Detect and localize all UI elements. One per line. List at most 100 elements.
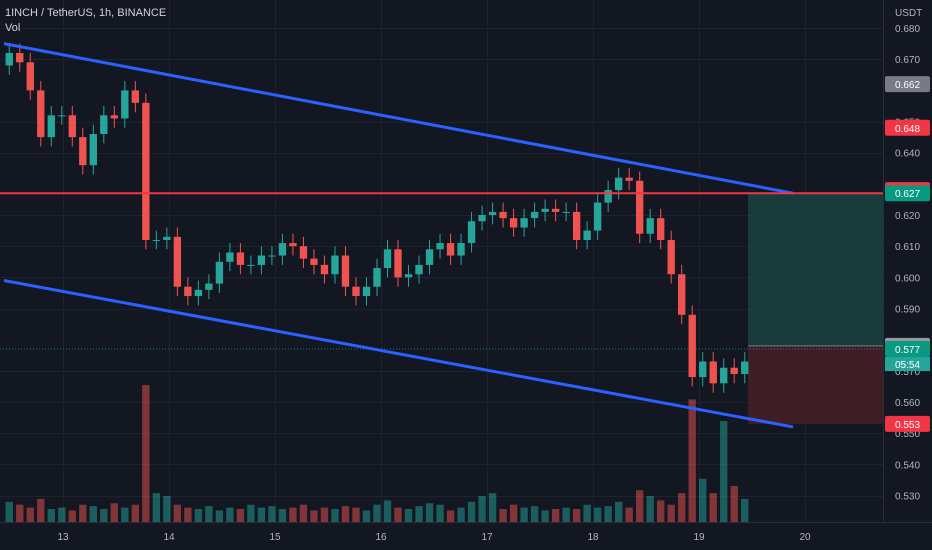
candle[interactable]: [541, 199, 549, 222]
candle[interactable]: [572, 202, 581, 250]
candle[interactable]: [184, 277, 192, 306]
candle[interactable]: [373, 258, 381, 297]
target-zone[interactable]: [748, 193, 883, 346]
candle-body: [268, 255, 276, 257]
volume-bar: [352, 507, 360, 522]
candle[interactable]: [58, 105, 66, 125]
candle[interactable]: [614, 168, 623, 200]
candle[interactable]: [457, 233, 465, 265]
time-axis[interactable]: 13 14 15 16 17 18 19 20: [57, 532, 811, 543]
candle[interactable]: [257, 246, 266, 275]
candle-body: [362, 286, 371, 297]
candle[interactable]: [26, 52, 34, 100]
candle[interactable]: [394, 239, 402, 287]
lower-trendline[interactable]: [3, 279, 794, 429]
candle[interactable]: [205, 274, 213, 300]
candle[interactable]: [152, 230, 161, 250]
candle[interactable]: [89, 124, 97, 175]
candle[interactable]: [341, 246, 350, 297]
candle[interactable]: [320, 255, 329, 284]
position-zones[interactable]: [0, 193, 883, 424]
candle[interactable]: [299, 236, 308, 269]
candle[interactable]: [635, 171, 644, 244]
candle[interactable]: [194, 280, 203, 306]
candle[interactable]: [37, 81, 45, 147]
candle[interactable]: [530, 202, 539, 228]
candle[interactable]: [236, 243, 245, 275]
drawings[interactable]: [0, 42, 883, 429]
candle[interactable]: [583, 221, 591, 250]
candle[interactable]: [678, 264, 686, 325]
candle[interactable]: [131, 81, 140, 113]
candle[interactable]: [551, 199, 560, 222]
candle-body: [68, 115, 76, 138]
candle[interactable]: [699, 352, 707, 387]
candle[interactable]: [142, 93, 150, 250]
candle[interactable]: [215, 252, 224, 293]
candle[interactable]: [47, 105, 55, 147]
candle[interactable]: [741, 352, 749, 384]
volume-bar: [341, 506, 350, 522]
candle[interactable]: [467, 211, 476, 253]
candle[interactable]: [16, 43, 24, 72]
candle[interactable]: [247, 255, 255, 275]
candle[interactable]: [688, 305, 696, 387]
volume-bar: [320, 507, 329, 522]
upper-trendline[interactable]: [3, 42, 794, 195]
candle[interactable]: [226, 243, 234, 272]
candle[interactable]: [657, 208, 665, 250]
candle[interactable]: [383, 239, 392, 278]
candle[interactable]: [121, 81, 129, 128]
candle-body: [163, 236, 171, 240]
price-tick-label: 0.590: [895, 305, 920, 316]
candle[interactable]: [478, 205, 486, 231]
candle[interactable]: [310, 249, 318, 275]
candle[interactable]: [173, 227, 182, 297]
candle[interactable]: [488, 202, 497, 225]
candles[interactable]: [5, 43, 749, 393]
candle[interactable]: [720, 358, 728, 393]
candle-body: [614, 177, 623, 191]
candle[interactable]: [593, 193, 602, 240]
candle[interactable]: [415, 255, 423, 284]
candle[interactable]: [163, 227, 171, 250]
candle[interactable]: [446, 233, 455, 265]
candle[interactable]: [425, 239, 434, 275]
candle[interactable]: [5, 43, 13, 75]
volume-indicator-label[interactable]: Vol: [5, 22, 21, 34]
candle-body: [121, 90, 129, 119]
candle[interactable]: [520, 208, 528, 237]
candle[interactable]: [509, 208, 518, 237]
candle[interactable]: [362, 277, 371, 306]
candle[interactable]: [100, 105, 108, 144]
stop-zone[interactable]: [748, 345, 883, 424]
candle[interactable]: [499, 202, 507, 228]
candle[interactable]: [68, 105, 76, 147]
candle[interactable]: [625, 168, 633, 191]
candle-body: [289, 243, 297, 247]
candle-body: [89, 134, 97, 166]
candle[interactable]: [268, 246, 276, 265]
candle-body: [478, 215, 486, 222]
candle[interactable]: [289, 233, 297, 256]
price-badge: 0.553: [885, 415, 930, 432]
candle[interactable]: [331, 246, 339, 284]
candle[interactable]: [110, 105, 119, 128]
candle[interactable]: [404, 264, 413, 287]
candle-body: [635, 180, 644, 234]
candle[interactable]: [436, 233, 444, 259]
candle[interactable]: [562, 202, 570, 222]
candle[interactable]: [646, 208, 654, 244]
candle[interactable]: [667, 230, 675, 284]
candle[interactable]: [352, 277, 360, 306]
candle[interactable]: [709, 352, 717, 393]
candle[interactable]: [730, 358, 738, 384]
symbol-title[interactable]: 1INCH / TetherUS, 1h, BINANCE: [5, 7, 167, 19]
candle[interactable]: [278, 233, 287, 265]
volume-bar: [530, 506, 539, 522]
candle-body: [100, 115, 108, 135]
candle[interactable]: [604, 180, 612, 212]
candle[interactable]: [79, 127, 87, 175]
